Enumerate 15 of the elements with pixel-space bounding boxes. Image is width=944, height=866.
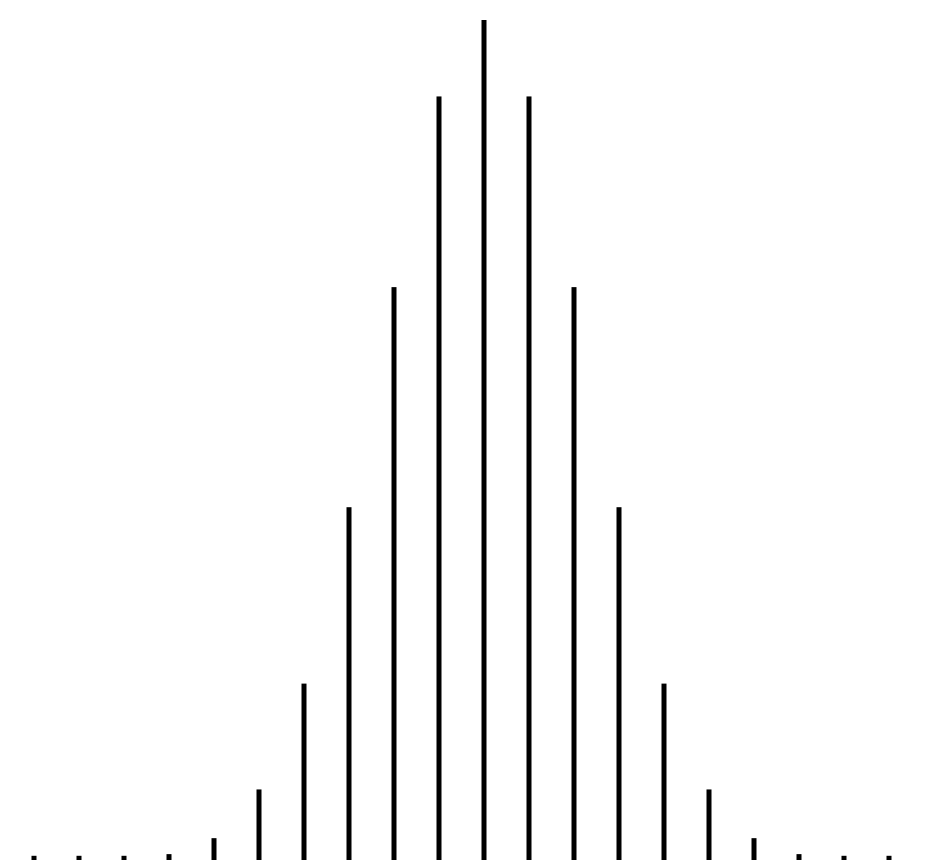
bar xyxy=(526,96,532,860)
bar xyxy=(301,683,307,860)
bar xyxy=(796,854,802,860)
bar xyxy=(616,507,622,860)
bar xyxy=(391,287,397,860)
bar xyxy=(166,854,172,860)
bar xyxy=(346,507,352,860)
bar xyxy=(481,20,487,860)
bar xyxy=(436,96,442,860)
bar xyxy=(661,683,667,860)
bar xyxy=(211,838,217,860)
bar xyxy=(256,789,262,860)
bar xyxy=(571,287,577,860)
bar xyxy=(706,789,712,860)
bar xyxy=(751,838,757,860)
